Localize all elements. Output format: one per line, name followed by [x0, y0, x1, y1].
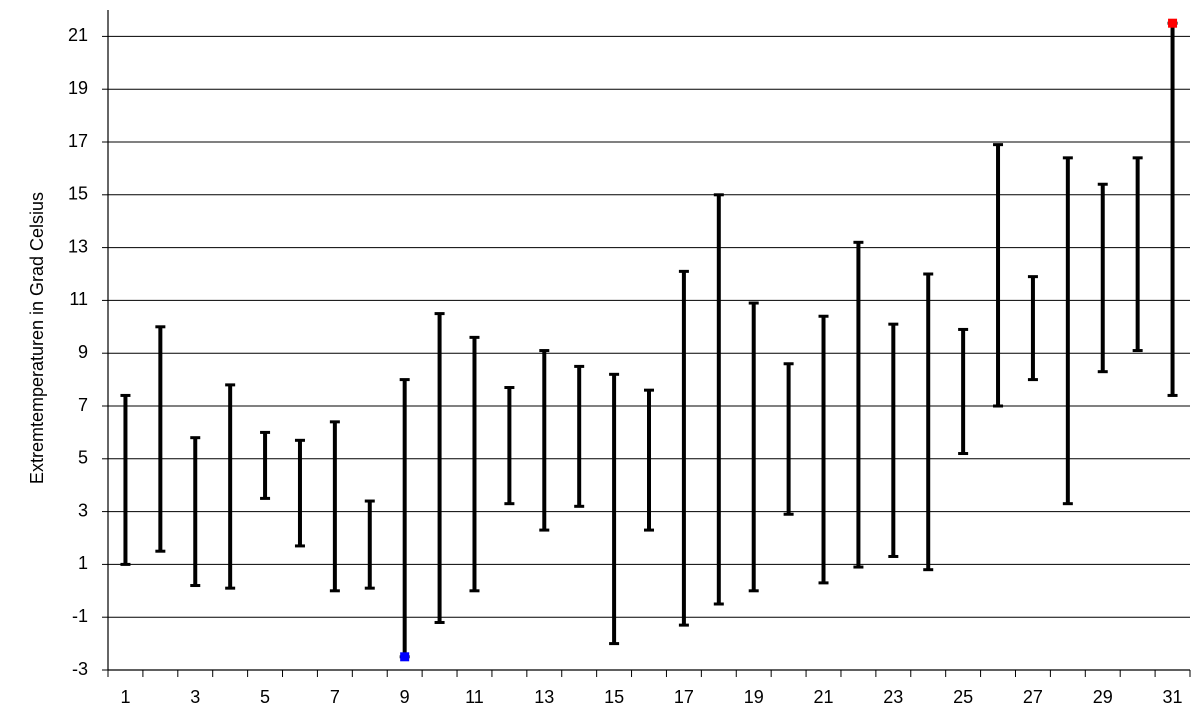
y-tick-label: 3: [78, 500, 88, 520]
y-axis-label: Extremtemperaturen in Grad Celsius: [27, 192, 47, 484]
y-tick-label: 7: [78, 395, 88, 415]
y-tick-label: 11: [69, 289, 88, 309]
y-tick-label: -3: [72, 659, 88, 679]
x-tick-label: 1: [120, 687, 130, 707]
y-tick-label: 17: [68, 131, 88, 151]
y-tick-label: 5: [78, 448, 88, 468]
x-tick-label: 15: [604, 687, 624, 707]
x-tick-label: 29: [1093, 687, 1113, 707]
x-tick-label: 31: [1163, 687, 1183, 707]
x-tick-label: 13: [534, 687, 554, 707]
max-marker: [1168, 18, 1178, 28]
y-tick-label: -1: [72, 606, 88, 626]
x-tick-label: 17: [674, 687, 694, 707]
x-tick-label: 27: [1023, 687, 1043, 707]
y-tick-label: 9: [78, 342, 88, 362]
x-tick-label: 11: [465, 687, 484, 707]
x-tick-label: 19: [744, 687, 764, 707]
y-tick-label: 19: [68, 78, 88, 98]
min-marker: [400, 652, 410, 662]
x-tick-label: 7: [330, 687, 340, 707]
x-tick-label: 3: [190, 687, 200, 707]
y-tick-label: 21: [68, 25, 88, 45]
y-tick-label: 15: [68, 184, 88, 204]
x-tick-label: 25: [953, 687, 973, 707]
y-tick-label: 13: [68, 236, 88, 256]
y-tick-label: 1: [78, 553, 88, 573]
x-tick-label: 21: [814, 687, 834, 707]
x-tick-label: 9: [400, 687, 410, 707]
x-tick-label: 23: [883, 687, 903, 707]
x-tick-label: 5: [260, 687, 270, 707]
